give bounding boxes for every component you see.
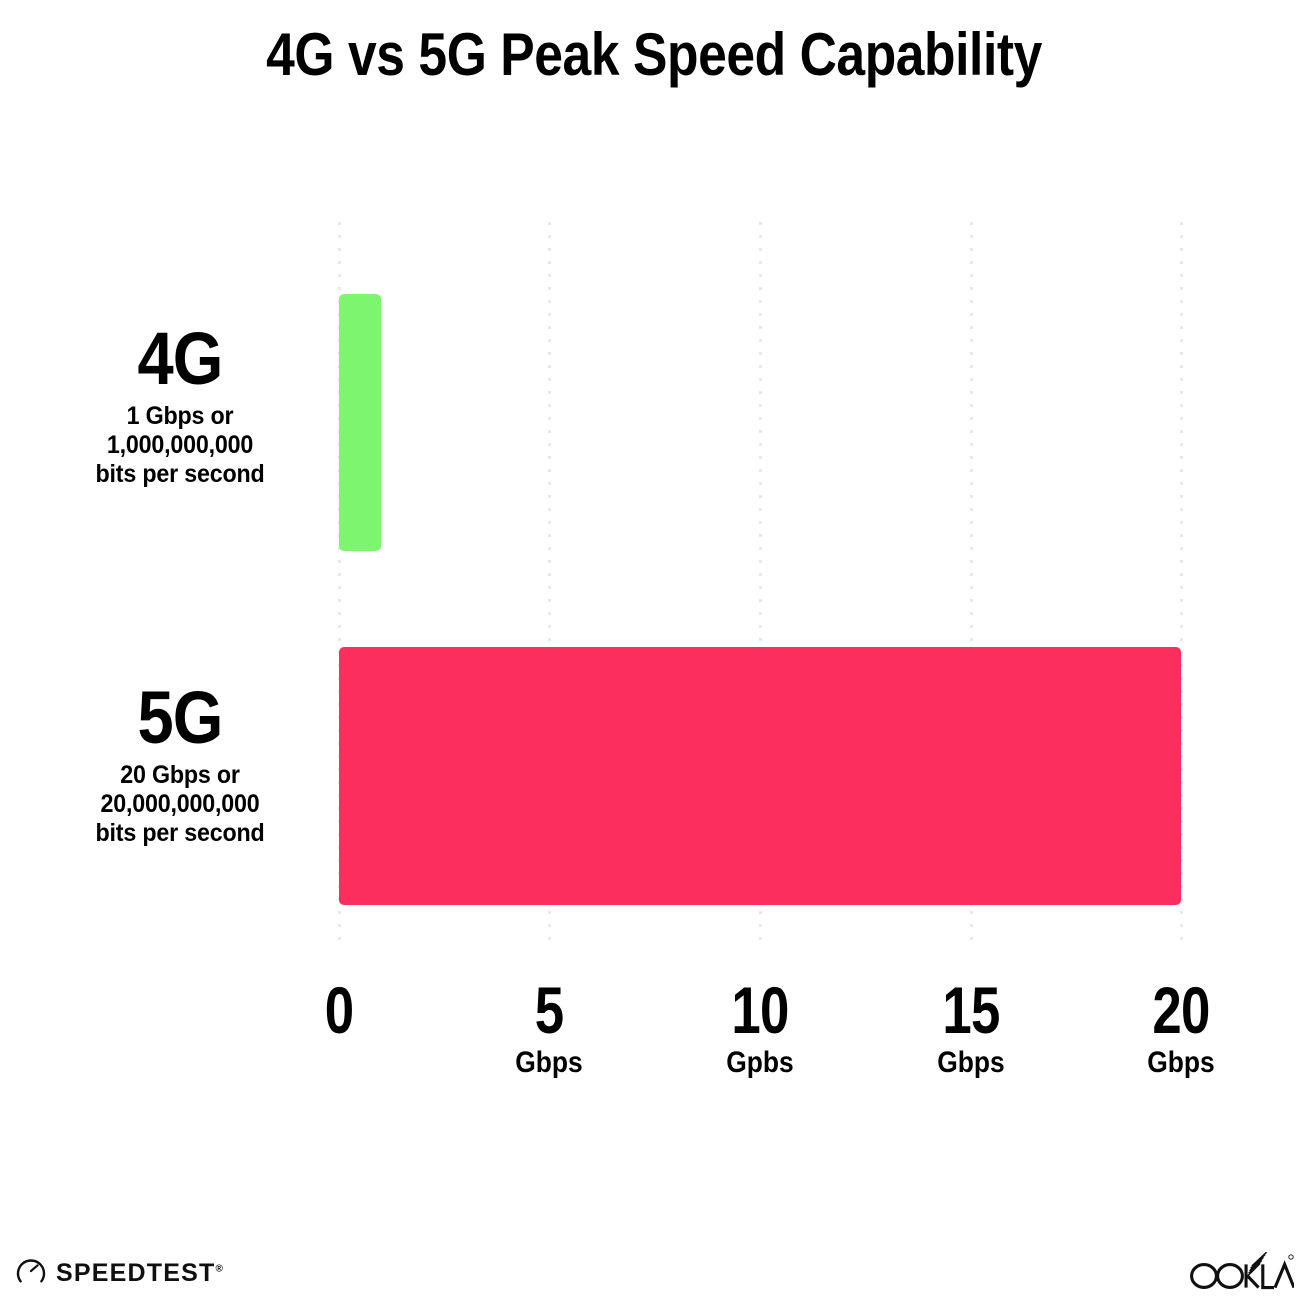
gridline-5: [548, 222, 551, 946]
axis-tick-20-unit: Gbps: [1147, 1046, 1215, 1079]
axis-tick-10-value: 10: [731, 973, 789, 1047]
axis-tick-15: 15 Gbps: [891, 977, 1051, 1079]
axis-tick-0-value: 0: [324, 973, 354, 1047]
gridline-10: [759, 222, 762, 946]
axis-tick-10-unit: Gpbs: [726, 1046, 794, 1079]
bar-label-4g-line1: 1 Gbps or: [126, 402, 234, 430]
speedometer-icon: [16, 1256, 46, 1291]
bar-5g: [339, 647, 1181, 905]
bar-label-5g-line2: 20,000,000,000: [100, 790, 260, 818]
bar-label-5g-line1: 20 Gbps or: [120, 761, 240, 789]
gridline-0: [338, 222, 341, 946]
speedtest-logo: SPEEDTEST®: [16, 1256, 223, 1291]
ookla-logo: [1190, 1251, 1296, 1297]
bar-label-5g-title: 5G: [137, 676, 223, 759]
axis-tick-20: 20 Gbps: [1101, 977, 1261, 1079]
axis-tick-0: 0: [259, 977, 419, 1047]
gridline-15: [970, 222, 973, 946]
speedtest-trademark: ®: [215, 1263, 223, 1275]
bar-4g: [339, 294, 381, 551]
ookla-wordmark: [1190, 1251, 1296, 1297]
bar-label-4g-title: 4G: [137, 317, 223, 400]
bar-label-5g-line3: bits per second: [95, 819, 265, 847]
axis-tick-15-value: 15: [942, 973, 1000, 1047]
speedtest-wordmark: SPEEDTEST®: [56, 1259, 223, 1288]
axis-tick-5-unit: Gbps: [515, 1046, 583, 1079]
axis-tick-10: 10 Gpbs: [680, 977, 840, 1079]
bar-label-4g-line2: 1,000,000,000: [106, 431, 254, 459]
axis-tick-20-value: 20: [1152, 973, 1210, 1047]
page-title: 4G vs 5G Peak Speed Capability: [266, 21, 1042, 88]
axis-tick-15-unit: Gbps: [937, 1046, 1005, 1079]
bar-label-5g: 5G 20 Gbps or 20,000,000,000 bits per se…: [36, 681, 324, 848]
gridline-20: [1180, 222, 1183, 946]
bar-label-4g-line3: bits per second: [95, 460, 265, 488]
speedtest-wordmark-text: SPEEDTEST: [56, 1259, 216, 1287]
axis-tick-5: 5 Gbps: [469, 977, 629, 1079]
axis-tick-5-value: 5: [534, 973, 564, 1047]
bar-label-4g: 4G 1 Gbps or 1,000,000,000 bits per seco…: [36, 322, 324, 489]
